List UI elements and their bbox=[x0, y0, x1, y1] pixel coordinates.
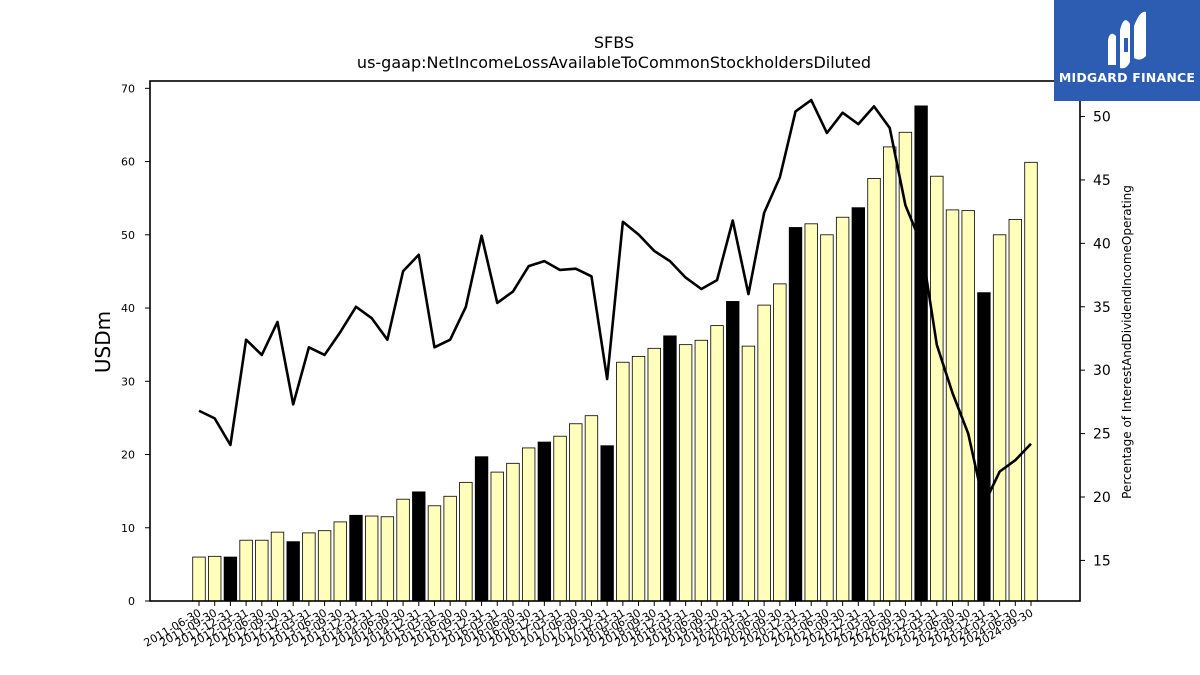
bar-2013-09-30 bbox=[333, 521, 347, 602]
bar-2012-06-30 bbox=[255, 539, 269, 602]
bar-2015-09-30 bbox=[459, 481, 473, 602]
bar-2017-03-31 bbox=[553, 435, 567, 602]
y2-tick-label: 30 bbox=[1093, 363, 1111, 379]
bar-2023-12-31 bbox=[977, 292, 991, 602]
brand-logo: MIDGARD FINANCE bbox=[1054, 0, 1200, 101]
chart-subtitle: us-gaap:NetIncomeLossAvailableToCommonSt… bbox=[357, 53, 871, 72]
bar-2016-06-30 bbox=[506, 462, 520, 602]
line-series-path bbox=[198, 98, 1032, 506]
bar-2020-03-31 bbox=[741, 345, 756, 602]
bar-2016-12-31 bbox=[537, 441, 552, 602]
y2-tick-label: 20 bbox=[1093, 490, 1111, 506]
y-tick-label: 10 bbox=[121, 522, 135, 535]
bar-2016-09-30 bbox=[521, 447, 536, 602]
bar-2019-09-30 bbox=[710, 325, 724, 602]
bar-2017-06-30 bbox=[569, 423, 583, 602]
bar-2024-09-30 bbox=[1024, 161, 1038, 602]
y2-tick-label: 25 bbox=[1093, 427, 1111, 443]
bar-2011-09-30 bbox=[208, 555, 222, 602]
y-axis-label: USDm bbox=[91, 311, 115, 373]
y2-tick-label: 15 bbox=[1093, 553, 1111, 569]
logo-text: MIDGARD FINANCE bbox=[1058, 70, 1196, 85]
bar-2021-06-30 bbox=[820, 234, 834, 602]
bar-2012-09-30 bbox=[270, 531, 285, 602]
bar-2021-03-31 bbox=[804, 223, 818, 602]
bar-2011-06-30 bbox=[192, 556, 206, 602]
bar-2013-06-30 bbox=[317, 530, 332, 602]
bar-2015-12-31 bbox=[474, 456, 489, 602]
bar-2022-06-30 bbox=[883, 146, 897, 602]
y-tick-label: 60 bbox=[121, 156, 135, 169]
y-tick-label: 40 bbox=[121, 302, 135, 315]
bar-2018-06-30 bbox=[631, 355, 646, 602]
bar-2012-03-31 bbox=[239, 539, 253, 602]
y-tick-label: 50 bbox=[121, 229, 135, 242]
x-axis-ticks: 2011-06-302011-09-302011-12-312012-03-31… bbox=[142, 601, 1036, 650]
bar-2017-12-31 bbox=[600, 445, 614, 602]
plot-frame bbox=[149, 80, 1081, 602]
y-tick-label: 30 bbox=[121, 375, 135, 388]
bar-2013-12-31 bbox=[349, 514, 363, 602]
bar-2014-03-31 bbox=[364, 515, 379, 602]
bar-2014-06-30 bbox=[380, 516, 395, 602]
y2-axis-ticks: 15 20 25 30 35 40 45 50 bbox=[1080, 110, 1111, 569]
bar-2021-12-31 bbox=[851, 207, 865, 602]
y2-tick-label: 35 bbox=[1093, 300, 1111, 316]
bar-2011-12-31 bbox=[223, 556, 238, 602]
bar-2022-03-31 bbox=[867, 178, 881, 602]
bar-2020-06-30 bbox=[757, 304, 771, 602]
y2-tick-label: 45 bbox=[1093, 173, 1111, 189]
bar-2022-12-31 bbox=[914, 105, 928, 602]
bar-2024-06-30 bbox=[1008, 219, 1022, 602]
chart-title: SFBS bbox=[594, 33, 634, 52]
bar-2012-12-31 bbox=[286, 541, 300, 602]
bar-2017-09-30 bbox=[584, 415, 599, 602]
bar-2014-09-30 bbox=[396, 498, 410, 602]
bar-2020-12-31 bbox=[788, 227, 803, 602]
y2-axis-label: Percentage of InterestAndDividendIncomeO… bbox=[1120, 185, 1134, 499]
bar-2021-09-30 bbox=[835, 216, 850, 602]
bar-2018-09-30 bbox=[647, 347, 661, 602]
logo-icon bbox=[1108, 11, 1146, 69]
y2-tick-label: 50 bbox=[1093, 110, 1111, 126]
bar-2016-03-31 bbox=[490, 471, 504, 602]
y-tick-label: 0 bbox=[128, 595, 135, 608]
bar-2018-12-31 bbox=[663, 335, 677, 602]
axes bbox=[149, 80, 1081, 602]
bar-2018-03-31 bbox=[616, 361, 630, 602]
y-axis-ticks: 0 10 20 30 40 50 60 70 bbox=[121, 82, 150, 608]
bar-2015-03-31 bbox=[427, 505, 442, 602]
bar-2024-03-31 bbox=[992, 234, 1007, 602]
y2-tick-label: 40 bbox=[1093, 236, 1111, 252]
bar-2020-09-30 bbox=[773, 283, 787, 602]
bar-2019-12-31 bbox=[726, 301, 740, 602]
bar-2015-06-30 bbox=[443, 495, 457, 602]
line-series bbox=[198, 98, 1032, 506]
bar-2023-03-31 bbox=[930, 175, 944, 602]
bar-2019-03-31 bbox=[678, 344, 693, 602]
y-tick-label: 70 bbox=[121, 82, 135, 95]
y-tick-label: 20 bbox=[121, 449, 135, 462]
bar-2014-12-31 bbox=[412, 491, 426, 602]
bar-2013-03-31 bbox=[302, 532, 316, 602]
bar-2019-06-30 bbox=[694, 339, 709, 602]
bar-2023-09-30 bbox=[961, 210, 975, 602]
